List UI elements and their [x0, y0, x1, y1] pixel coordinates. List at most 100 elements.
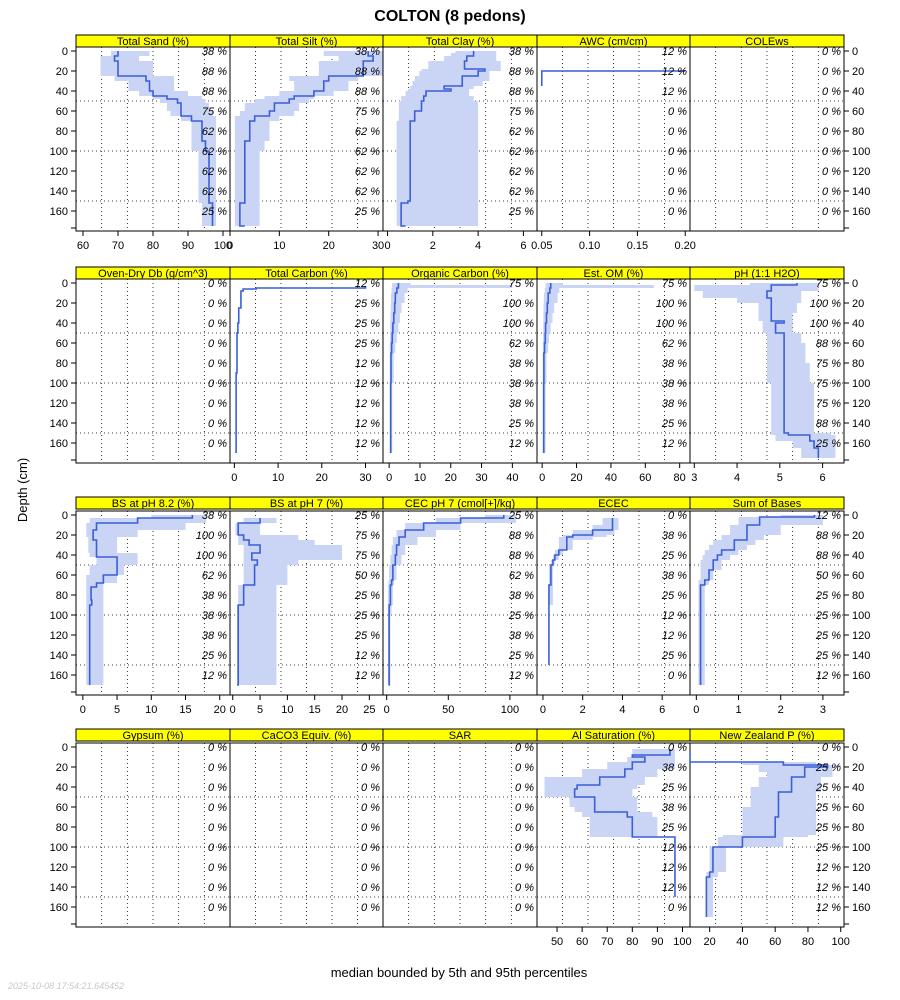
depth-tick-label: 120: [50, 398, 68, 410]
depth-tick-label: 140: [50, 882, 68, 894]
percent-label: 38 %: [662, 762, 687, 774]
percent-label: 12 %: [355, 378, 380, 390]
panel: Total Carbon (%) 12 % 25 % 25 % 25 % 12 % 12 %…: [229, 266, 384, 484]
depth-tick-label: 160: [852, 438, 870, 450]
depth-tick-label: 120: [852, 630, 870, 642]
x-tick-label: 2: [430, 240, 436, 252]
percent-label: 38 %: [509, 378, 534, 390]
percent-label: 0 %: [822, 166, 841, 178]
x-tick-label: 0.15: [627, 240, 648, 252]
percent-label: 12 %: [662, 86, 687, 98]
percent-label: 0 %: [515, 742, 534, 754]
percent-label: 0 %: [208, 338, 227, 350]
depth-tick-label: 140: [50, 186, 68, 198]
percent-label: 0 %: [515, 822, 534, 834]
depth-tick-label: 80: [852, 358, 864, 370]
percent-label: 12 %: [355, 358, 380, 370]
panel: Total Silt (%) 38 % 88 % 88 % 75 % 62 % 62 % 62…: [227, 34, 384, 252]
percent-label: 75 %: [509, 278, 534, 290]
percent-label: 38 %: [662, 802, 687, 814]
x-axis-label: median bounded by 5th and 95th percentil…: [331, 965, 588, 980]
depth-tick-label: 0: [852, 278, 858, 290]
percent-label: 62 %: [202, 570, 227, 582]
x-tick-label: 0: [384, 704, 390, 716]
percent-label: 0 %: [668, 742, 687, 754]
percent-label: 38 %: [202, 46, 227, 58]
panel-title: New Zealand P (%): [719, 730, 814, 742]
percent-label: 0 %: [822, 186, 841, 198]
depth-tick-label: 20: [56, 298, 68, 310]
x-tick-label: 20: [704, 936, 716, 948]
panel-grid: Total Sand (%)38 %88 %88 %75 %62 %62 %62…: [50, 34, 870, 948]
x-tick-label: 3: [691, 472, 697, 484]
percent-label: 0 %: [668, 206, 687, 218]
depth-tick-label: 0: [852, 510, 858, 522]
depth-tick-label: 120: [50, 630, 68, 642]
percent-label: 25 %: [815, 842, 841, 854]
percent-label: 0 %: [668, 670, 687, 682]
panel: New Zealand P (%) 0 % 25 % 25 % 25 % 25 % 25 %…: [689, 728, 870, 948]
percentile-band: [86, 515, 207, 685]
percent-label: 0 %: [208, 358, 227, 370]
percent-label: 38 %: [662, 570, 687, 582]
percent-label: 0 %: [361, 822, 380, 834]
percent-label: 12 %: [509, 670, 534, 682]
panel-title: Organic Carbon (%): [411, 268, 509, 280]
percent-label: 0 %: [515, 862, 534, 874]
x-tick-label: 15: [179, 704, 191, 716]
percent-label: 0 %: [208, 802, 227, 814]
percent-label: 88 %: [202, 86, 227, 98]
percent-label: 88 %: [509, 86, 534, 98]
percent-label: 25 %: [661, 418, 687, 430]
depth-tick-label: 60: [852, 106, 864, 118]
percent-label: 25 %: [815, 822, 841, 834]
percent-label: 75 %: [816, 398, 841, 410]
percent-label: 0 %: [208, 278, 227, 290]
percent-label: 25 %: [815, 650, 841, 662]
percent-label: 38 %: [202, 610, 227, 622]
percent-label: 25 %: [201, 650, 227, 662]
x-tick-label: 60: [769, 936, 781, 948]
depth-tick-label: 100: [852, 610, 870, 622]
percent-label: 25 %: [815, 438, 841, 450]
percent-label: 38 %: [662, 398, 687, 410]
depth-tick-label: 100: [50, 842, 68, 854]
percent-label: 25 %: [815, 610, 841, 622]
percentile-band: [542, 283, 654, 453]
percent-label: 0 %: [668, 146, 687, 158]
panel: AWC (cm/cm) 12 % 12 % 12 % 0 % 0 % 0 % 0 % 0 % 0 …: [531, 34, 696, 252]
x-tick-label: 50: [551, 936, 563, 948]
depth-tick-label: 160: [50, 670, 68, 682]
percent-label: 0 %: [361, 902, 380, 914]
percent-label: 62 %: [509, 570, 534, 582]
x-tick-label: 0: [539, 472, 545, 484]
median-line: [548, 518, 614, 665]
panel-title: SAR: [449, 730, 472, 742]
depth-tick-label: 0: [62, 46, 68, 58]
percent-label: 25 %: [508, 206, 534, 218]
percent-label: 0 %: [668, 126, 687, 138]
x-tick-label: 15: [309, 704, 321, 716]
percent-label: 38 %: [509, 358, 534, 370]
depth-tick-label: 140: [852, 418, 870, 430]
percent-label: 100 %: [656, 318, 687, 330]
depth-tick-label: 80: [56, 126, 68, 138]
x-tick-label: 80: [802, 936, 814, 948]
panel: Total Clay (%)38 %88 %88 %75 %62 %62 %62…: [382, 34, 538, 252]
percent-label: 0 %: [208, 762, 227, 774]
percent-label: 0 %: [668, 902, 687, 914]
x-tick-label: 0: [540, 704, 546, 716]
depth-tick-label: 80: [852, 126, 864, 138]
panel: BS at pH 7 (%) 25 % 75 % 75 % 50 % 25 % 25 % 25…: [229, 496, 384, 716]
panel: SAR 0 % 0 % 0 % 0 % 0 % 0 % 0 % 0 % 0 %: [382, 728, 538, 928]
percent-label: 62 %: [355, 126, 380, 138]
panel-strip: [689, 728, 845, 742]
median-line: [689, 752, 829, 917]
percent-label: 75 %: [816, 358, 841, 370]
percent-label: 100 %: [196, 530, 227, 542]
percent-label: 62 %: [202, 126, 227, 138]
median-line: [699, 515, 816, 685]
percent-label: 50 %: [816, 570, 841, 582]
percent-label: 25 %: [354, 298, 380, 310]
percent-label: 0 %: [668, 106, 687, 118]
